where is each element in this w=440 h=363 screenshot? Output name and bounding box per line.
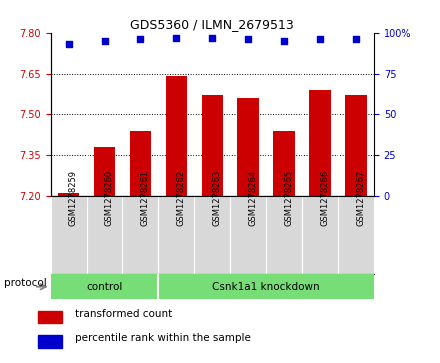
Bar (238, 98, 259, 196)
Text: GSM1278262: GSM1278262 (176, 170, 185, 227)
Point (281, 38, 288, 44)
Bar (202, 95, 223, 196)
Point (173, 35, 180, 41)
Text: GSM1278265: GSM1278265 (284, 170, 293, 227)
Text: transformed count: transformed count (75, 309, 172, 319)
Text: GSM1278263: GSM1278263 (212, 170, 221, 227)
Text: control: control (86, 282, 123, 292)
Point (352, 36, 359, 42)
Bar (345, 95, 367, 196)
Text: GSM1278260: GSM1278260 (105, 170, 114, 227)
Bar (130, 131, 151, 196)
Title: GDS5360 / ILMN_2679513: GDS5360 / ILMN_2679513 (130, 19, 294, 32)
Text: Csnk1a1 knockdown: Csnk1a1 knockdown (213, 282, 320, 292)
Text: protocol: protocol (4, 278, 47, 288)
Bar (273, 131, 295, 196)
Point (209, 35, 216, 41)
Bar (38, 335, 62, 348)
Text: GSM1278259: GSM1278259 (69, 170, 77, 227)
Point (137, 36, 144, 42)
Text: GSM1278266: GSM1278266 (320, 170, 329, 227)
Bar (94, 147, 115, 196)
Point (317, 36, 324, 42)
Text: GSM1278261: GSM1278261 (140, 170, 150, 227)
Bar (165, 76, 187, 196)
Bar (58, 193, 79, 196)
Point (65, 41, 72, 47)
Bar (309, 90, 331, 196)
Text: GSM1278267: GSM1278267 (356, 170, 365, 227)
Bar (38, 311, 62, 323)
Text: GSM1278264: GSM1278264 (248, 170, 257, 227)
Point (101, 38, 108, 44)
Point (245, 36, 252, 42)
Text: percentile rank within the sample: percentile rank within the sample (75, 334, 250, 343)
